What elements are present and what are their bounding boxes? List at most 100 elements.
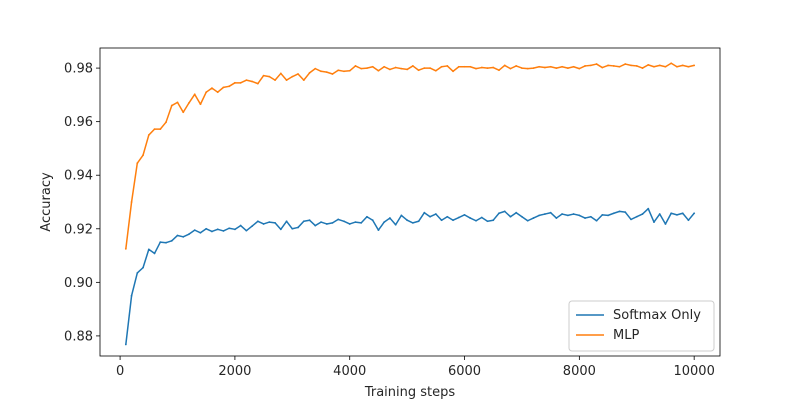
data-point-mlp [480, 66, 483, 69]
data-point-mlp [274, 79, 276, 82]
data-point-softmax-only [176, 234, 179, 237]
data-point-mlp [188, 102, 190, 104]
data-point-mlp [239, 81, 242, 84]
data-point-softmax-only [566, 214, 569, 217]
data-point-mlp [538, 65, 541, 68]
data-point-softmax-only [463, 213, 466, 216]
data-point-mlp [320, 70, 322, 73]
data-point-softmax-only [147, 248, 150, 251]
data-point-softmax-only [279, 228, 282, 231]
data-point-mlp [446, 65, 449, 67]
data-point-softmax-only [515, 211, 518, 214]
x-tick-label: 4000 [333, 364, 366, 379]
data-point-softmax-only [199, 231, 202, 234]
x-tick-label: 2000 [218, 364, 251, 379]
data-point-mlp [142, 154, 144, 157]
data-point-softmax-only [182, 235, 185, 238]
data-point-softmax-only [538, 214, 541, 217]
data-point-softmax-only [681, 212, 684, 215]
data-point-softmax-only [498, 212, 500, 215]
data-point-softmax-only [193, 229, 196, 232]
data-point-mlp [463, 65, 466, 68]
data-point-mlp [199, 103, 202, 106]
data-point-softmax-only [429, 215, 431, 218]
data-point-softmax-only [670, 212, 673, 215]
data-point-mlp [205, 91, 208, 94]
y-tick-label: 0.98 [64, 62, 93, 77]
data-point-softmax-only [325, 223, 328, 225]
data-point-mlp [256, 82, 259, 85]
data-point-softmax-only [480, 216, 483, 219]
plot-frame [99, 47, 721, 357]
data-point-mlp [302, 79, 305, 82]
series-line-softmax-only [125, 207, 695, 345]
data-point-mlp [630, 64, 632, 67]
y-axis-ticks: 0.88 0.90 0.92 0.94 0.96 0.98 [64, 62, 100, 344]
data-point-softmax-only [291, 227, 294, 230]
data-point-softmax-only [142, 266, 144, 269]
data-point-softmax-only [624, 211, 627, 214]
data-point-mlp [411, 65, 414, 67]
data-point-softmax-only [371, 219, 374, 222]
data-point-mlp [555, 67, 558, 69]
data-point-softmax-only [170, 239, 173, 242]
data-point-softmax-only [434, 213, 437, 215]
data-point-mlp [503, 64, 506, 67]
data-point-mlp [279, 72, 282, 75]
data-point-softmax-only [245, 229, 248, 232]
data-point-mlp [147, 134, 150, 136]
data-point-softmax-only [188, 233, 190, 236]
data-point-softmax-only [377, 229, 380, 232]
data-point-mlp [647, 63, 650, 66]
data-point-softmax-only [216, 228, 219, 231]
data-point-mlp [440, 65, 443, 68]
data-point-softmax-only [647, 207, 650, 210]
data-point-mlp [469, 65, 472, 68]
data-point-mlp [584, 65, 586, 67]
data-point-softmax-only [222, 230, 225, 232]
data-point-softmax-only [635, 215, 638, 218]
data-point-softmax-only [274, 221, 276, 224]
data-point-softmax-only [297, 226, 299, 229]
data-point-softmax-only [503, 210, 506, 213]
data-point-mlp [153, 128, 156, 131]
data-point-softmax-only [555, 217, 558, 219]
data-point-softmax-only [589, 215, 592, 218]
data-point-mlp [394, 66, 397, 69]
series-mlp [124, 62, 696, 250]
data-point-softmax-only [607, 214, 609, 217]
data-point-mlp [371, 65, 374, 68]
data-point-softmax-only [544, 213, 546, 215]
data-point-mlp [366, 67, 368, 69]
data-point-softmax-only [687, 219, 690, 222]
data-point-softmax-only [389, 217, 391, 219]
data-point-softmax-only [354, 221, 357, 223]
data-point-softmax-only [601, 213, 604, 216]
data-point-softmax-only [653, 221, 655, 223]
data-point-mlp [216, 91, 219, 94]
data-point-mlp [498, 69, 500, 72]
data-point-mlp [268, 75, 271, 78]
data-point-softmax-only [228, 227, 231, 230]
legend-box [568, 300, 715, 352]
y-tick-label: 0.92 [64, 222, 93, 237]
data-point-mlp [544, 66, 546, 69]
data-point-mlp [159, 128, 162, 131]
data-point-mlp [521, 67, 523, 69]
data-point-softmax-only [572, 213, 575, 215]
legend: Softmax Only MLP [568, 300, 715, 352]
data-point-mlp [492, 66, 495, 69]
data-point-mlp [130, 201, 133, 203]
data-point-softmax-only [153, 252, 156, 255]
data-point-mlp [389, 68, 391, 71]
data-point-softmax-only [159, 241, 162, 244]
data-point-mlp [176, 101, 179, 104]
series-layer [124, 62, 696, 346]
data-point-softmax-only [595, 219, 598, 222]
data-point-softmax-only [124, 343, 127, 346]
data-point-mlp [170, 104, 173, 107]
data-point-mlp [641, 67, 644, 69]
data-point-mlp [561, 65, 564, 68]
x-axis-label: Training steps [364, 385, 456, 400]
